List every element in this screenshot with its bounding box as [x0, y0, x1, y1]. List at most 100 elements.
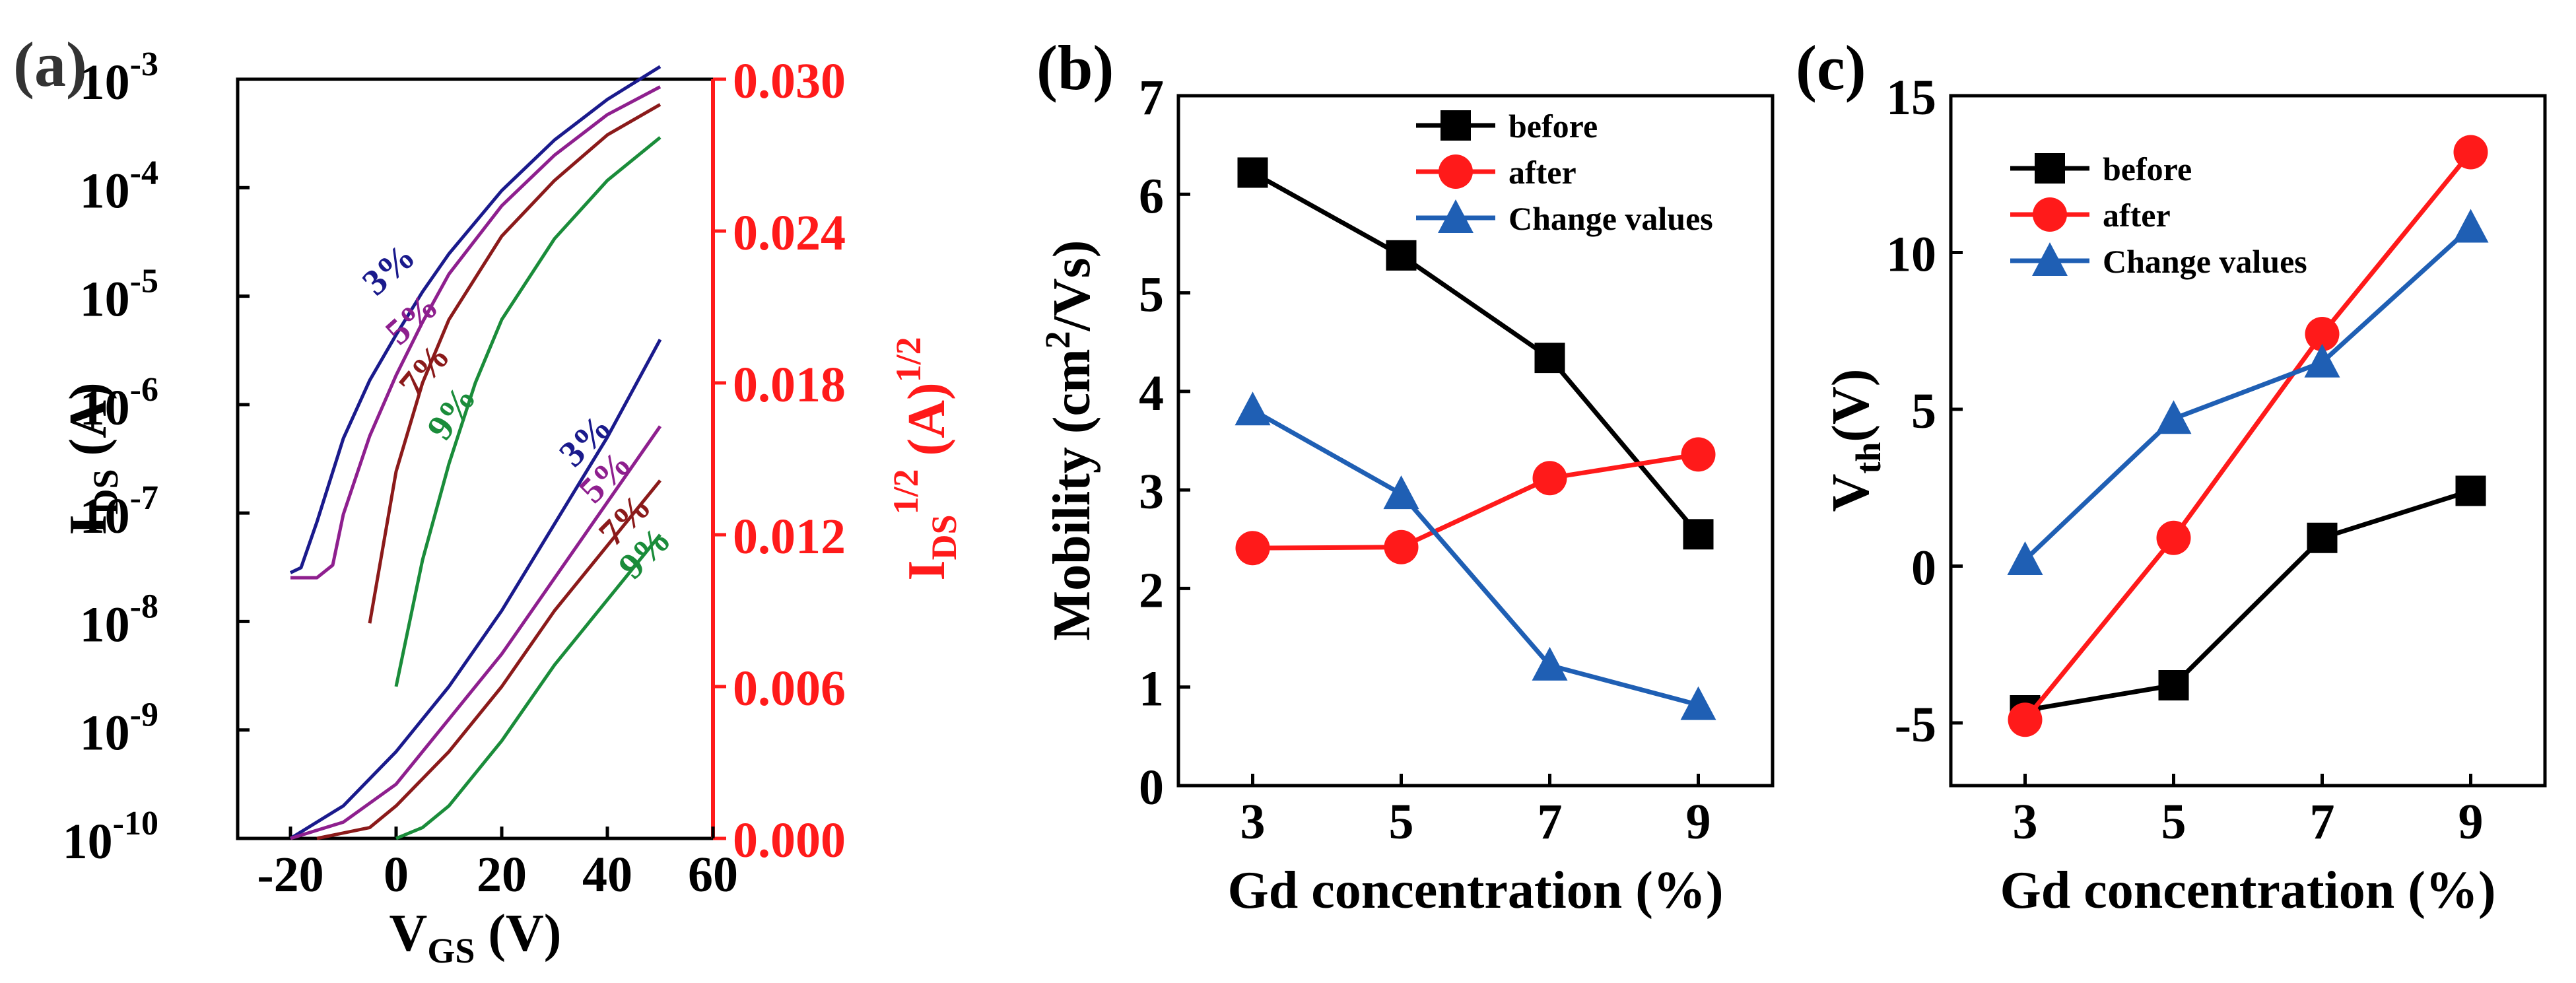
data-point-before	[2307, 522, 2338, 553]
panel-a-frame	[236, 77, 715, 840]
y-tick-label: 10	[1886, 227, 1936, 283]
a-left-tick-base: 10	[80, 272, 130, 327]
panel-c: (c) -5 0 5 10 15 3 5 7 9 before after Change valu…	[1796, 32, 2547, 920]
data-point-before	[2455, 475, 2486, 506]
a-left-tick-base: 10	[80, 163, 130, 219]
data-point-change-values	[2155, 400, 2192, 434]
series-line-after	[1252, 452, 1699, 551]
a-series-line-3pct-right	[289, 65, 661, 574]
data-point-before	[1386, 240, 1417, 271]
a-left-tick-base: 10	[80, 706, 130, 761]
y-tick-label: 5	[1911, 384, 1936, 439]
data-point-change-values	[1532, 646, 1568, 681]
y-tick-label: 3	[1139, 464, 1164, 520]
a-left-tick-base: 10	[80, 489, 130, 544]
a-series-line-3pct-left	[289, 339, 662, 840]
data-point-before	[1534, 343, 1565, 374]
x-tick-label: 7	[1538, 794, 1563, 850]
a-left-tick-exp: -3	[130, 46, 158, 83]
data-point-after	[1384, 529, 1419, 564]
panel-c-xlabel: Gd concentration (%)	[2000, 862, 2495, 920]
y-tick-label: 0	[1911, 541, 1936, 596]
a-left-tick-label: 10-3	[80, 46, 158, 110]
panel-c-frame	[1949, 94, 2547, 788]
a-series-line-9pct-right	[394, 136, 661, 687]
a-right-tick-label: 0.024	[733, 205, 846, 261]
a-series-line-9pct-left	[395, 533, 661, 840]
panel-a-ylabel-left: IDS (A)	[59, 382, 125, 535]
data-point-after	[2305, 317, 2340, 351]
panel-c-series	[2007, 135, 2489, 737]
a-right-tick-label: 0.018	[733, 357, 846, 413]
panel-a-right-ticks: 0.000 0.006 0.012 0.018 0.024 0.030	[713, 53, 846, 868]
a-left-tick-exp: -6	[130, 371, 158, 409]
panel-a-series	[289, 65, 662, 840]
x-tick-label: 7	[2310, 794, 2335, 850]
data-point-change-values	[1680, 686, 1716, 720]
a-left-tick-label: 10-7	[80, 479, 158, 544]
data-point-before	[1237, 157, 1268, 188]
a-right-tick-label: 0.012	[733, 509, 846, 564]
legend-label: Change values	[2103, 243, 2307, 280]
series-line-before	[1251, 170, 1701, 536]
a-x-tick-label: -20	[257, 847, 323, 902]
a-left-tick-label: 10-8	[80, 588, 158, 652]
a-left-tick-label: 10-6	[80, 371, 158, 436]
a-right-tick-label: 0.006	[733, 661, 846, 716]
a-left-tick-exp: -10	[113, 805, 158, 842]
a-x-tick-label: 60	[688, 847, 738, 902]
panel-a-xlabel: VGS (V)	[390, 904, 562, 970]
legend-label: Change values	[1508, 200, 1713, 237]
data-point-before	[1683, 519, 1714, 550]
panel-b-frame	[1176, 94, 1775, 788]
series-line-change-values	[1251, 408, 1699, 707]
y-tick-label: 4	[1139, 366, 1164, 421]
panel-b-legend: before after Change values	[1416, 108, 1713, 237]
x-tick-label: 5	[2161, 794, 2186, 850]
a-left-tick-base: 10	[80, 55, 130, 110]
series-line-change-values	[2023, 225, 2472, 562]
legend-label: before	[2103, 151, 2192, 187]
data-point-after	[1235, 531, 1270, 566]
a-left-tick-label: 10-5	[80, 263, 158, 327]
x-tick-label: 9	[1686, 794, 1711, 850]
x-tick-label: 5	[1389, 794, 1414, 850]
series-line-before	[2024, 489, 2472, 713]
a-right-tick-label: 0.030	[733, 53, 846, 109]
panel-c-label: (c)	[1796, 32, 1866, 103]
panel-a-x-ticks: -20 0 20 40 60	[257, 827, 738, 902]
panel-b-label: (b)	[1036, 32, 1114, 103]
a-left-tick-label: 10-10	[63, 805, 158, 869]
data-point-after	[1681, 437, 1716, 472]
panel-b-series	[1235, 157, 1716, 720]
a-series-line-5pct-right	[290, 85, 661, 580]
panel-a-ylabel-right: IDS1/2 (A)1/2	[886, 337, 964, 580]
data-point-after	[2008, 702, 2043, 737]
a-left-tick-exp: -4	[130, 154, 158, 191]
panel-b-x-ticks: 3 5 7 9	[1240, 774, 1711, 850]
data-point-after	[2156, 520, 2191, 555]
a-left-tick-exp: -9	[130, 696, 158, 734]
data-point-change-values	[1235, 391, 1271, 426]
a-left-tick-base: 10	[80, 380, 130, 436]
a-right-tick-label: 0.000	[733, 813, 846, 868]
data-point-change-values	[2304, 343, 2340, 378]
legend-marker-after	[1439, 154, 1473, 189]
a-left-tick-base: 10	[63, 814, 113, 869]
data-point-change-values	[2453, 209, 2489, 243]
panel-b-y-ticks: 0 1 2 3 4 5 6 7	[1139, 70, 1190, 815]
y-tick-label: 5	[1139, 267, 1164, 323]
y-tick-label: 6	[1139, 168, 1164, 224]
legend-marker-before	[1441, 110, 1471, 141]
x-tick-label: 3	[2013, 794, 2038, 850]
a-left-tick-exp: -8	[130, 588, 158, 625]
series-line-after	[2023, 151, 2473, 722]
a-x-tick-label: 20	[477, 847, 527, 902]
data-point-change-values	[1383, 475, 1419, 510]
x-tick-label: 3	[1240, 794, 1266, 850]
a-series-line-5pct-left	[290, 425, 662, 840]
a-series-line-7pct-right	[368, 103, 661, 624]
legend-marker-change-values	[1438, 199, 1474, 233]
data-point-after	[1532, 461, 1567, 496]
